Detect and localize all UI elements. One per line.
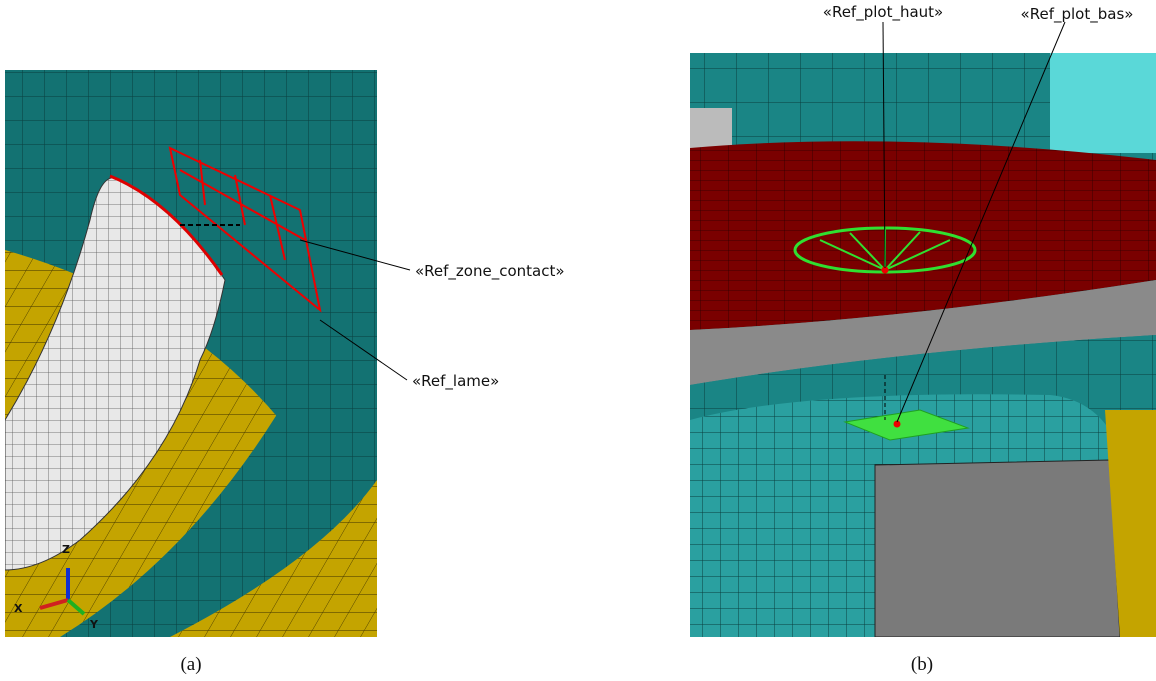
- axis-label: X: [14, 602, 23, 615]
- leader-line: [882, 21, 886, 269]
- label: «Ref_plot_bas»: [1021, 5, 1134, 24]
- panel-a-image: [5, 70, 377, 637]
- caption: (a): [180, 654, 201, 675]
- axis-label: Y: [89, 618, 99, 631]
- leader-line: [896, 21, 1066, 423]
- panel-b-image: [690, 53, 1156, 637]
- caption: (b): [911, 654, 933, 675]
- leader-line: [319, 319, 408, 381]
- label: «Ref_lame»: [412, 372, 499, 391]
- axis-label: Z: [62, 543, 70, 556]
- label: «Ref_zone_contact»: [415, 262, 565, 281]
- leader-line: [299, 239, 411, 271]
- label: «Ref_plot_haut»: [823, 3, 943, 22]
